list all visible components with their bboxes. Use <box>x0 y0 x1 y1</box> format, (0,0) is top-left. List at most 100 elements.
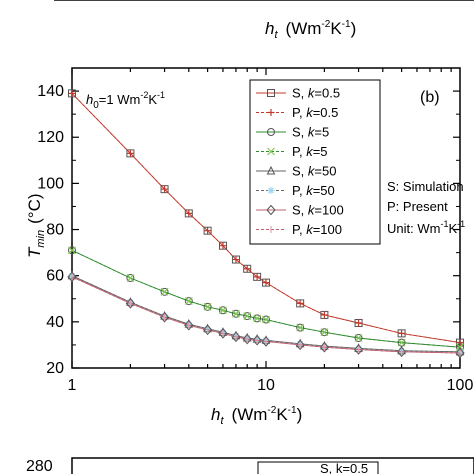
side-notes: S: Simulation P: Present Unit: Wm-1K-1 <box>387 179 465 236</box>
legend-label: P, k=5 <box>292 144 328 159</box>
legend-marker <box>267 89 275 97</box>
data-point <box>232 256 240 264</box>
data-point <box>455 347 465 359</box>
note-simulation: S: Simulation <box>387 179 464 194</box>
data-point <box>296 323 305 332</box>
legend-items: S, k=0.5 P, k=0.5 S, k=5 P, k=5 S, k=50 P, k=… <box>256 86 344 237</box>
legend-marker <box>266 165 276 175</box>
y-tick-label: 100 <box>37 175 64 192</box>
legend-label: S, k=0.5 <box>292 86 340 101</box>
legend-label: P, k=50 <box>292 183 335 198</box>
data-point <box>218 306 227 315</box>
data-point <box>355 319 363 327</box>
data-point <box>203 302 212 311</box>
x-tick-label: 10 <box>257 377 275 394</box>
data-point <box>67 271 77 283</box>
data-point <box>262 315 270 324</box>
data-point <box>396 346 407 358</box>
bottom-panel-tick-label: 280 <box>26 458 53 474</box>
data-point <box>320 328 329 337</box>
data-point <box>253 314 262 323</box>
data-point <box>161 185 169 193</box>
y-axis-label: Tmin(°C) <box>25 193 47 258</box>
series-2 <box>68 246 464 352</box>
bottom-panel-frame <box>71 457 474 474</box>
legend-item: P, k=5 <box>256 144 328 159</box>
data-point <box>243 312 252 321</box>
legend-item: P, k=100 <box>256 222 342 237</box>
data-point <box>160 287 169 296</box>
series-line <box>71 93 461 344</box>
data-point <box>398 329 406 337</box>
note-unit: Unit: Wm-1K-1 <box>387 219 465 236</box>
bottom-panel-legend-box <box>257 461 379 474</box>
main-chart-panel: 1 10 100 20 40 60 80 100 120 140 (b) h0=1 Wm-2K-… <box>25 67 474 427</box>
y-tick-label: 20 <box>46 360 64 377</box>
legend-item: S, k=50 <box>256 164 336 179</box>
data-point <box>231 309 240 318</box>
panel-label: (b) <box>420 89 440 106</box>
data-point <box>184 297 193 306</box>
legend-item: P, k=50 <box>256 183 335 198</box>
legend-label: P, k=0.5 <box>292 105 338 120</box>
legend-label: P, k=100 <box>292 222 342 237</box>
legend-item: S, k=100 <box>256 203 344 218</box>
data-point <box>243 312 252 321</box>
data-point <box>203 302 212 311</box>
y-tick-label: 80 <box>46 222 64 239</box>
data-point <box>68 89 76 97</box>
legend-marker <box>267 128 275 136</box>
legend-item: S, k=0.5 <box>256 86 340 101</box>
legend-marker <box>266 204 276 216</box>
data-point <box>242 333 252 345</box>
data-point <box>353 344 364 355</box>
data-point <box>185 209 193 217</box>
series-3 <box>68 246 464 352</box>
data-point <box>219 306 227 315</box>
data-point <box>262 279 270 287</box>
data-point <box>231 331 241 343</box>
data-point <box>184 297 193 306</box>
data-point <box>68 246 76 255</box>
top-panel-xlabel: ht (Wm-2K-1) <box>265 19 356 41</box>
y-tick-label: 60 <box>46 268 64 285</box>
legend-label: S, k=100 <box>292 203 344 218</box>
data-point <box>126 274 135 282</box>
legend-label: S, k=5 <box>292 125 329 140</box>
bottom-panel-remnant: 280 S, k=0.5 <box>26 457 474 474</box>
data-point <box>397 338 406 347</box>
y-tick-label: 40 <box>46 314 64 331</box>
legend-marker <box>267 147 275 156</box>
data-point <box>253 314 262 323</box>
data-point <box>204 227 212 235</box>
h0-annotation: h0=1 Wm-2K-1 <box>86 90 165 111</box>
legend-box <box>249 79 381 245</box>
data-point <box>261 336 271 347</box>
data-point <box>243 265 251 273</box>
y-tick-label: 120 <box>37 129 64 146</box>
data-point <box>262 315 270 324</box>
data-point <box>296 323 305 332</box>
series-7 <box>71 273 461 357</box>
legend-item: S, k=5 <box>256 125 329 140</box>
note-present: P: Present <box>387 199 448 214</box>
legend-label: S, k=50 <box>292 164 336 179</box>
data-point <box>296 299 304 307</box>
legend: S, k=0.5 P, k=0.5 S, k=5 P, k=5 S, k=50 P, k=… <box>249 79 381 245</box>
x-tick-label: 100 <box>447 377 474 394</box>
data-point <box>219 242 227 250</box>
y-tick-label: 140 <box>37 83 64 100</box>
legend-item: P, k=0.5 <box>256 105 338 120</box>
legend-marker <box>267 187 275 194</box>
data-point <box>252 335 262 346</box>
x-axis-ticks: 1 10 100 <box>68 68 474 394</box>
top-panel-remnant: ht (Wm-2K-1) <box>54 0 474 41</box>
data-point <box>184 320 194 331</box>
series-layer <box>67 89 465 359</box>
data-point <box>456 339 464 347</box>
data-point <box>253 273 261 281</box>
data-point <box>160 287 169 296</box>
data-point <box>354 334 363 342</box>
data-point <box>202 324 213 336</box>
